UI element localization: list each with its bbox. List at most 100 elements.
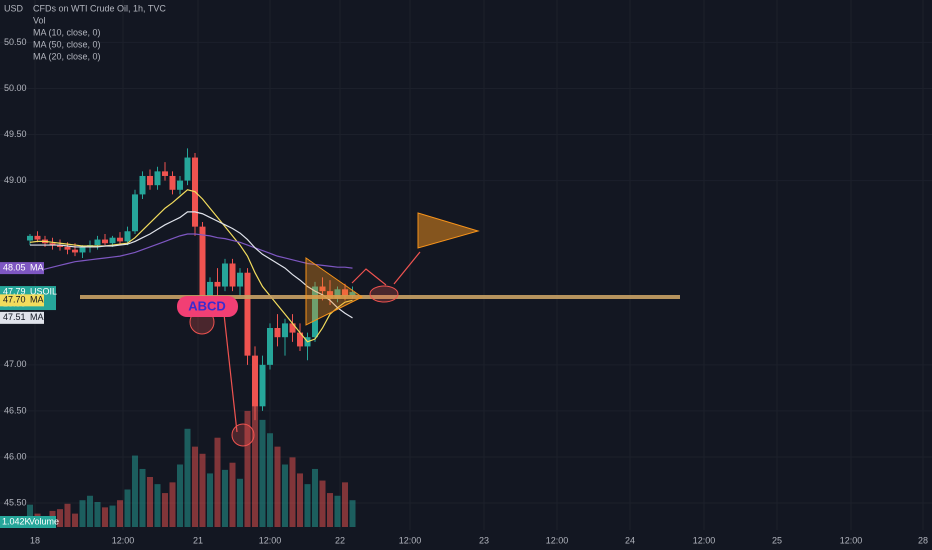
y-tick-label: 49.50 [4,129,27,139]
volume-bar [297,473,303,527]
volume-bar [72,513,78,527]
arrow [393,251,421,285]
y-tick-label: 46.00 [4,451,27,461]
moving-average [30,211,353,319]
price-pane [27,148,356,421]
volume-bar [27,504,33,527]
candle-body [207,281,213,296]
candle-body [34,235,41,240]
marker-circle [231,423,255,447]
volume-bar [282,464,288,527]
legend-entry: MA (10, close, 0) [33,27,101,37]
volume-bar [207,473,213,527]
candle-body [124,231,131,242]
price-tag [0,294,44,307]
candle-body [237,272,243,287]
x-tick-label: 22 [335,535,345,545]
volume-bar [177,464,183,527]
volume-bar [342,482,348,527]
triangle-projection [417,212,480,249]
volume-bar [109,505,116,527]
volume-bar [192,446,198,527]
price-tag-name: MA [30,295,44,305]
legend-entry: MA (50, close, 0) [33,39,101,49]
candle-body [222,263,228,287]
moving-average [29,233,353,274]
candle-body [319,286,326,292]
price-tag-label: 47.51 [3,312,26,322]
y-tick-label: 45.50 [4,497,27,507]
volume-bar [349,500,356,527]
volume-bar [87,495,93,527]
drawings: ABCD [80,212,680,447]
candle-body [229,263,236,287]
candle-body [334,289,341,299]
x-tick-label: 12:00 [112,535,135,545]
candle-body [199,226,206,296]
x-tick-label: 28 [918,535,928,545]
volume-pane [27,402,356,527]
annotation-text: ABCD [188,298,226,313]
candle-body [27,235,33,241]
price-tag-name: MA [30,312,44,322]
volume-bar [162,493,168,527]
volume-bar [124,489,131,527]
price-tag-name: USOIL [30,286,57,296]
candle-body [297,332,303,347]
x-tick-label: 18 [30,535,40,545]
y-tick-label: 50.00 [4,83,27,93]
x-tick-label: 21 [193,535,203,545]
volume-bar [267,433,273,527]
candle-body [139,175,146,195]
volume-bar [79,500,86,527]
volume-bar [94,502,101,527]
volume-bar [214,437,221,527]
moving-average [29,189,353,343]
y-tick-label: 47.00 [4,359,27,369]
volume-bar [304,484,311,527]
y-tick-label: 50.50 [4,37,27,47]
candle-body [327,291,333,299]
candle-body [267,327,273,365]
volume-bar [229,462,236,527]
candle-body [94,239,101,246]
candle-body [342,289,348,296]
candle-body [109,237,116,244]
candle-body [214,281,221,287]
candle-body [312,286,318,338]
legend: USD CFDs on WTI Crude Oil, 1h, TVC Vol M… [4,3,166,61]
volume-bar [147,477,153,527]
volume-bar [334,495,341,527]
candle-body [132,194,138,232]
candle-body [154,171,161,186]
y-tick-label: 46.50 [4,405,27,415]
x-tick-label: 23 [479,535,489,545]
candle-body [162,171,168,176]
annotation-pill [177,296,238,317]
triangle-pattern [305,257,363,326]
candle-body [177,180,183,190]
volume-bar [199,453,206,527]
candle-body [79,246,86,253]
volume-legend: Vol [33,15,46,25]
candle-body [349,292,356,296]
candle-body [184,157,191,181]
marker-circle [369,285,399,303]
y-tick-label: 49.00 [4,175,27,185]
volume-bar [102,507,108,527]
volume-bar [252,402,258,527]
candle-body [49,243,56,246]
volume-bar [312,468,318,527]
volume-bar [57,509,63,527]
price-tag [0,262,44,275]
arrow [222,304,238,433]
x-tick-label: 12:00 [546,535,569,545]
price-tag [0,311,44,324]
price-tag-name: MA [30,262,44,272]
chart-title: CFDs on WTI Crude Oil, 1h, TVC [33,3,166,13]
candle-body [72,249,78,253]
legend-entry: MA (20, close, 0) [33,51,101,61]
candle-body [57,245,63,247]
x-tick-label: 12:00 [840,535,863,545]
